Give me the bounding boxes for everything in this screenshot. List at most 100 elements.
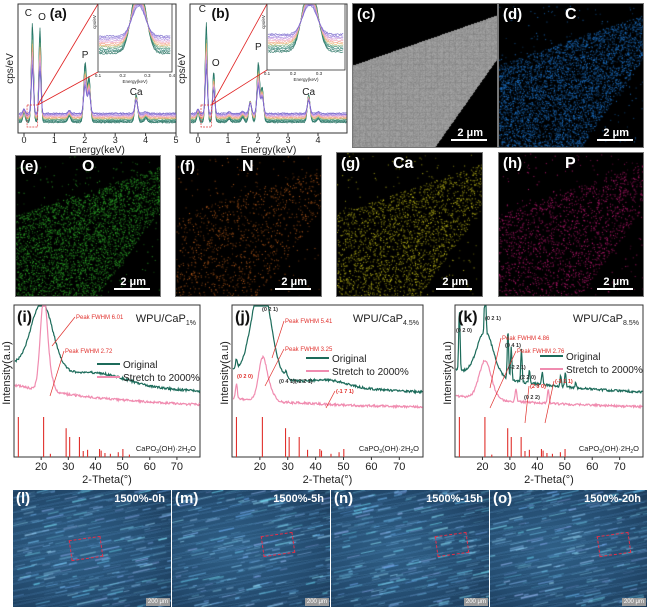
nitrogen-map-image [176,156,321,296]
xrd-figure: 20 30 40 50 60 70 2-Theta(°) Intensity(a.u) (i) W… [1,304,644,486]
annotation-arrow [489,337,502,389]
x-tick-label: 5 [173,135,178,145]
annotation-label: Peak FWHM 2.72 [65,349,113,355]
xrd-line-stretched [232,354,423,410]
time-label: 1500%-20h [584,493,641,505]
reference-label-part: 2 [410,449,413,455]
spectrum-line [190,31,347,123]
sem-image-panel-c: (c) 2 μm [352,3,498,148]
x-tick-label: 60 [586,461,598,473]
x-tick-label: 30 [282,461,294,473]
element-label: O [82,158,95,175]
micrograph-texture [490,490,647,607]
x-tick-label: 40 [531,461,543,473]
x-tick-label: 40 [89,461,101,473]
eds-map-phosphorus: (h) P 2 μm [498,152,644,297]
zoom-arrow [37,3,99,106]
legend-label: Stretch to 2000% [123,373,200,384]
x-axis-label: 2-Theta(°) [303,474,353,486]
element-label: C [565,6,577,23]
inset-spectrum-line [98,5,171,38]
inset-x-tick-label: 0.2 [290,71,297,76]
x-tick-label: 4 [315,135,320,145]
carbon-map-image [499,4,643,147]
peak-label: Ca [302,87,315,98]
micrograph-texture [13,490,171,607]
sem-image [353,4,497,147]
reference-label-part: CaPO [359,444,380,453]
micrograph-texture [331,490,489,607]
reference-label-part: 3 [156,449,159,455]
time-label: 1500%-5h [273,493,324,505]
chart-title: WPU/CaP4.5% [353,313,419,327]
oxygen-map-image [16,156,160,296]
reference-label-part: 3 [379,449,382,455]
x-tick-label: 2 [82,135,87,145]
scale-bar: 200 μm [145,598,170,606]
chart-title-subscript: 4.5% [403,320,419,327]
axes-frame [13,304,201,458]
panel-label: (e) [20,158,39,175]
scale-bar: 200 μm [621,598,646,606]
axes-frame [17,3,177,134]
annotation-label: (0 2 0) [456,328,472,334]
inset-spectrum-line [98,4,171,39]
annotation-arrow [544,380,555,424]
inset-spectrum-line [267,4,344,36]
peak-label: O [38,12,46,23]
eds-map-carbon: (d) C 2 μm [498,3,644,148]
scale-bar: 2 μm [597,127,633,141]
reference-label-part: (OH)·2H [382,444,410,453]
x-axis-label: 2-Theta(°) [82,474,132,486]
spectrum-line [190,68,347,115]
legend-label: Original [123,360,157,371]
peak-label: C [25,8,32,19]
annotation-label: Peak FWHM 4.86 [502,336,550,342]
panel-label: (d) [503,6,523,23]
annotation-label: Peak FWHM 3.25 [285,347,333,353]
peak-label: P [82,50,89,61]
x-tick-label: 30 [504,461,516,473]
x-tick-label: 60 [365,461,377,473]
x-tick-label: 1 [225,135,230,145]
annotation-arrow [489,350,517,409]
x-tick-label: 70 [393,461,405,473]
spectrum-line [18,68,176,115]
annotation-label: Peak FWHM 2.76 [517,349,565,355]
x-axis-label: 2-Theta(°) [524,474,574,486]
legend-label: Original [332,354,366,365]
spectrum-line [190,55,347,117]
region-of-interest-box [68,535,104,562]
scale-bar: 2 μm [114,276,150,290]
x-tick-label: 40 [310,461,322,473]
calcium-map-image [337,153,482,296]
panel-label: (k) [458,309,478,326]
scale-bar: 200 μm [463,598,488,606]
x-tick-label: 0 [195,135,200,145]
micrograph-5h: (m) 1500%-5h 200 μm [172,490,330,607]
annotation-label: (0 4 1) [505,343,521,349]
x-tick-label: 30 [62,461,74,473]
spectrum-line [18,51,176,118]
zoom-arrow [37,71,99,106]
scale-bar: 2 μm [275,276,311,290]
x-tick-label: 20 [476,461,488,473]
micrograph-texture [172,490,330,607]
y-axis-label: cps/eV [177,53,188,84]
annotation-label: (-2 2 1) [508,365,526,371]
reference-label: CaPO3(OH)·2H2O [579,444,639,455]
zoom-arrow [211,3,268,106]
x-tick-label: 4 [143,135,148,145]
eds-map-nitrogen: (f) N 2 μm [175,155,322,297]
panel-label: (b) [212,5,230,21]
inset-frame [97,3,173,73]
panel-label: (l) [16,490,31,507]
x-tick-label: 0 [21,135,26,145]
x-tick-label: 3 [113,135,118,145]
panel-label: (i) [17,309,32,326]
peak-label: P [255,42,262,53]
reference-label-part: O [190,444,196,453]
element-label: P [565,155,576,172]
xrd-line-stretched [14,305,201,407]
inset-x-tick-label: 0.2 [120,73,127,78]
